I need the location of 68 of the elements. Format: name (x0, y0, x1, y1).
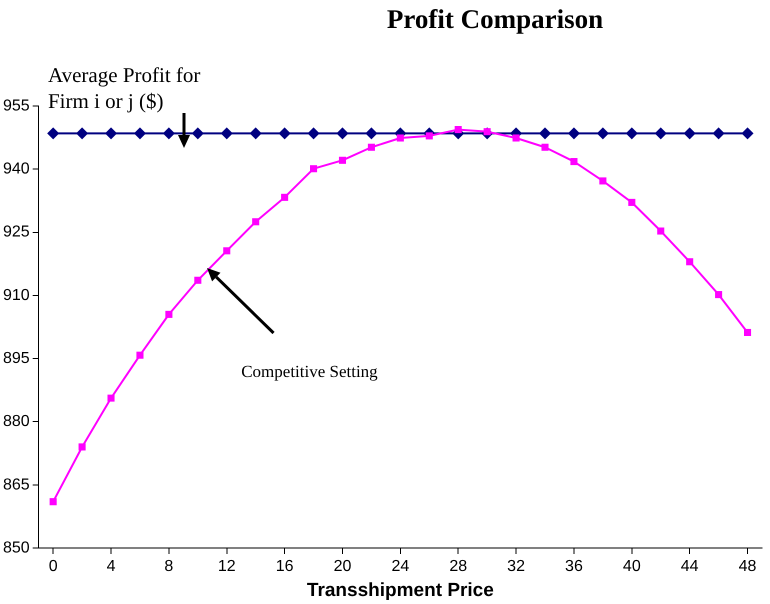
point (596, 127, 609, 140)
y-tick-label: 910 (2, 286, 30, 304)
chart-title: Profit Comparison (386, 4, 604, 35)
point (162, 127, 175, 140)
point (136, 352, 144, 359)
x-tick-label: 32 (507, 558, 526, 576)
point (50, 498, 57, 506)
point (336, 127, 348, 140)
point (744, 328, 752, 336)
y-tick-label: 925 (2, 224, 30, 241)
point (308, 127, 320, 140)
annotation: Competitive Setting (241, 362, 378, 382)
point (281, 194, 288, 201)
point (712, 127, 725, 140)
point (686, 258, 694, 266)
point (194, 276, 202, 284)
point (396, 134, 404, 142)
point (78, 443, 86, 451)
point (250, 127, 262, 140)
point (541, 144, 549, 151)
y-tick-label: 850 (2, 539, 30, 556)
point (47, 127, 60, 140)
point (599, 177, 606, 184)
x-tick-label: 12 (218, 558, 236, 576)
y-tick-label: 865 (2, 476, 30, 494)
y-axis-title: Average Profit for Firm i or j ($) (48, 62, 202, 114)
point (134, 127, 146, 140)
y-tick-label: 955 (2, 97, 30, 114)
x-tick-label: 36 (565, 558, 583, 576)
point (252, 218, 260, 226)
x-tick-label: 8 (164, 558, 174, 576)
point (570, 158, 578, 166)
point (684, 127, 696, 140)
y-tick-label: 895 (2, 350, 30, 367)
x-tick-label: 20 (334, 558, 352, 576)
point (278, 127, 291, 140)
point (742, 127, 754, 140)
point (223, 247, 230, 254)
y-tick-label: 940 (2, 160, 30, 178)
point (626, 127, 638, 140)
point (368, 144, 375, 151)
point (628, 198, 636, 206)
point (715, 291, 722, 298)
point (512, 134, 520, 142)
point (107, 394, 115, 402)
point (338, 156, 346, 164)
x-tick-label: 40 (622, 558, 641, 576)
point (365, 127, 378, 140)
point (654, 127, 667, 140)
x-tick-label: 24 (391, 558, 410, 576)
point (192, 127, 204, 140)
x-tick-label: 0 (48, 558, 58, 576)
x-tick-label: 44 (680, 558, 699, 576)
x-axis-title: Transshipment Price (306, 580, 494, 601)
point (568, 127, 580, 140)
x-tick-label: 28 (449, 558, 468, 576)
point (454, 126, 462, 134)
point (657, 227, 664, 235)
y-tick-label: 880 (2, 413, 30, 430)
point (76, 127, 88, 140)
x-tick-label: 48 (738, 558, 757, 576)
point (310, 165, 318, 172)
x-tick-label: 16 (276, 558, 294, 576)
point (165, 310, 172, 318)
point (105, 127, 118, 140)
point (220, 127, 233, 140)
point (539, 127, 552, 140)
x-tick-label: 4 (106, 558, 116, 576)
